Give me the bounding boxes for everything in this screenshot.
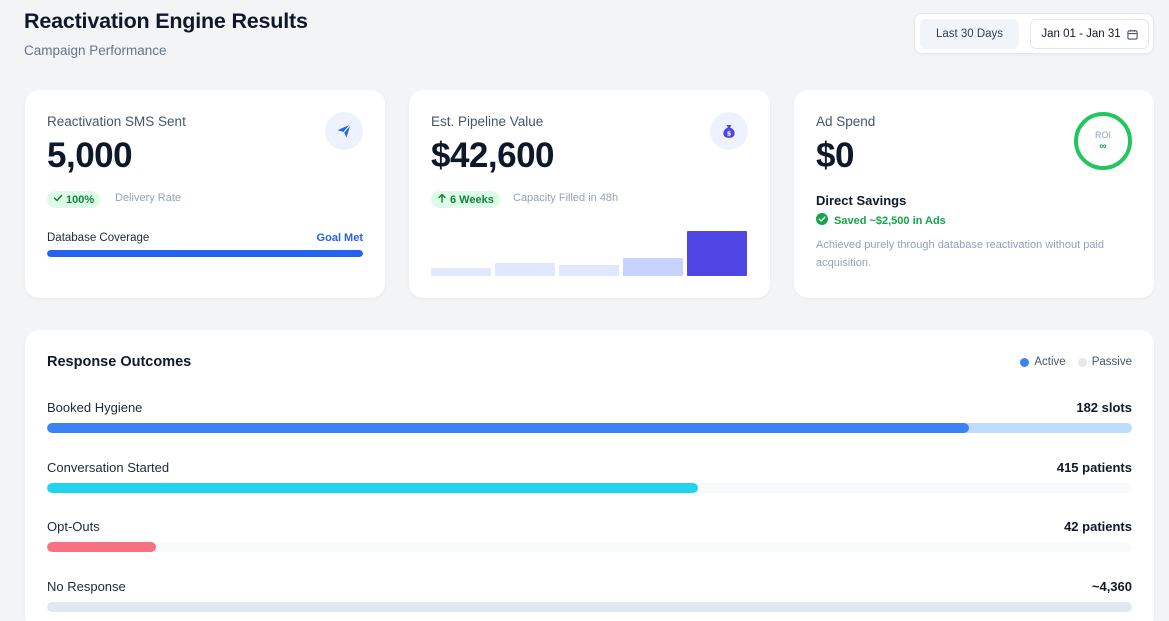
outcome-track: [47, 423, 1132, 433]
pipeline-mini-bar: [623, 258, 683, 276]
outcome-fill: [47, 542, 156, 552]
roi-ring: ROI ∞: [1074, 112, 1132, 170]
capacity-note: Capacity Filled in 48h: [513, 192, 619, 204]
legend-dot-passive: [1077, 357, 1087, 367]
outcome-row-opt-outs: Opt-Outs 42 patients: [47, 519, 1132, 559]
outcome-label: Booked Hygiene: [47, 400, 143, 415]
sms-sent-label: Reactivation SMS Sent: [47, 114, 186, 129]
coverage-progress-fill: [47, 250, 363, 257]
coverage-label: Database Coverage: [47, 232, 150, 244]
check-circle-icon: [816, 213, 828, 228]
roi-value: ∞: [1099, 140, 1107, 152]
page-title: Reactivation Engine Results: [24, 9, 308, 33]
pipeline-mini-bar: [431, 268, 491, 276]
outcome-row-conversation-started: Conversation Started 415 patients: [47, 460, 1132, 500]
coverage-progress-track: [47, 250, 363, 257]
outcomes-legend: Active Passive: [1020, 356, 1132, 368]
legend-item-passive: Passive: [1077, 356, 1132, 368]
paper-plane-icon: [325, 112, 363, 150]
savings-description: Achieved purely through database reactiv…: [816, 239, 1105, 269]
outcome-track: [47, 542, 1132, 552]
outcome-track: [47, 602, 1132, 612]
outcome-fill: [47, 483, 698, 493]
pipeline-label: Est. Pipeline Value: [431, 114, 544, 129]
page-subtitle: Campaign Performance: [24, 43, 167, 58]
delivery-rate-badge: 100%: [47, 191, 101, 208]
outcome-label: No Response: [47, 579, 126, 594]
check-icon: [53, 193, 63, 206]
svg-text:$: $: [727, 129, 732, 137]
legend-label-passive: Passive: [1091, 356, 1132, 368]
legend-item-active: Active: [1020, 356, 1066, 368]
date-controls: Last 30 Days Jan 01 - Jan 31: [914, 13, 1154, 54]
coverage-status: Goal Met: [316, 232, 363, 244]
calendar-icon: [1127, 29, 1138, 40]
pipeline-mini-bar: [687, 231, 747, 276]
weeks-badge-value: 6 Weeks: [450, 193, 494, 206]
pipeline-mini-chart: [431, 226, 748, 276]
legend-label-active: Active: [1034, 356, 1066, 368]
outcome-fill: [47, 423, 970, 433]
money-bag-icon: $: [710, 112, 748, 150]
savings-badge-text: Saved ~$2,500 in Ads: [834, 214, 946, 227]
legend-dot-active: [1020, 357, 1030, 367]
ad-spend-card: Ad Spend $0 ROI ∞ Direct Savings Saved ~…: [794, 90, 1154, 298]
outcome-value: 42 patients: [1064, 519, 1132, 534]
savings-badge: Saved ~$2,500 in Ads: [816, 213, 946, 228]
outcome-track: [47, 483, 1132, 493]
delivery-rate-note: Delivery Rate: [115, 192, 182, 204]
ad-spend-value: $0: [816, 136, 854, 175]
weeks-badge: 6 Weeks: [431, 191, 500, 208]
range-button[interactable]: Last 30 Days: [920, 19, 1019, 49]
pipeline-mini-bar: [559, 265, 619, 276]
outcome-row-booked-hygiene: Booked Hygiene 182 slots: [47, 400, 1132, 440]
pipeline-value-card: Est. Pipeline Value $42,600 $ 6 Weeks Ca…: [409, 90, 770, 298]
sms-sent-value: 5,000: [47, 136, 133, 175]
outcome-value: 182 slots: [1076, 400, 1132, 415]
response-outcomes-card: Response Outcomes Active Passive Booked …: [25, 330, 1154, 621]
date-picker-button[interactable]: Jan 01 - Jan 31: [1030, 19, 1149, 49]
outcome-value: 415 patients: [1056, 460, 1132, 475]
delivery-rate-value: 100%: [66, 193, 95, 206]
outcome-value: ~4,360: [1091, 579, 1132, 594]
arrow-up-icon: [437, 193, 447, 206]
outcomes-title: Response Outcomes: [47, 354, 192, 370]
pipeline-mini-bar: [495, 263, 555, 276]
outcome-label: Conversation Started: [47, 460, 170, 475]
outcome-label: Opt-Outs: [47, 519, 100, 534]
date-picker-label: Jan 01 - Jan 31: [1041, 28, 1121, 40]
ad-spend-label: Ad Spend: [816, 114, 876, 129]
savings-title: Direct Savings: [816, 193, 907, 208]
pipeline-value: $42,600: [431, 136, 555, 175]
outcome-row-no-response: No Response ~4,360: [47, 579, 1132, 619]
roi-label: ROI: [1094, 129, 1111, 140]
range-button-label: Last 30 Days: [935, 28, 1004, 40]
sms-sent-card: Reactivation SMS Sent 5,000 100% Deliver…: [25, 90, 385, 298]
